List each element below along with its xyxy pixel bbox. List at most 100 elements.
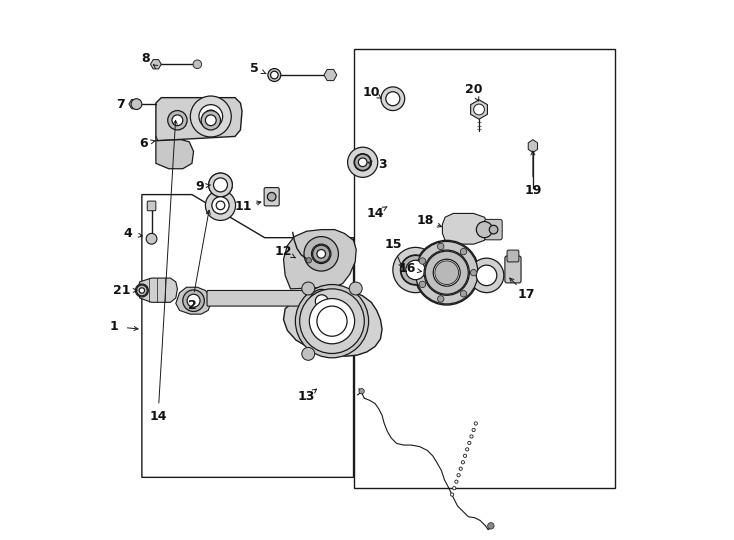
Circle shape [299,289,364,354]
Circle shape [208,173,233,197]
Circle shape [311,244,331,264]
Text: 9: 9 [196,180,204,193]
Text: 21: 21 [113,284,131,297]
Polygon shape [324,70,337,80]
Text: 10: 10 [363,86,380,99]
Circle shape [476,221,493,238]
FancyBboxPatch shape [507,250,519,262]
Circle shape [460,248,467,255]
Circle shape [470,269,477,276]
FancyBboxPatch shape [505,256,521,283]
Circle shape [193,60,202,69]
Text: 14: 14 [366,207,384,220]
Text: 15: 15 [384,238,401,251]
Text: 20: 20 [465,83,482,96]
Circle shape [455,480,458,483]
Polygon shape [150,59,161,69]
Circle shape [295,285,368,358]
Circle shape [437,243,444,249]
Circle shape [415,241,478,304]
Circle shape [268,69,281,82]
Text: 4: 4 [123,227,131,240]
Circle shape [473,104,484,115]
FancyBboxPatch shape [484,219,502,240]
Circle shape [433,259,460,286]
Text: 16: 16 [399,262,416,275]
Polygon shape [176,287,211,314]
Circle shape [435,261,459,285]
Circle shape [469,258,504,293]
Text: 2: 2 [188,299,196,312]
Circle shape [200,106,222,127]
Polygon shape [301,287,343,314]
Text: 5: 5 [250,62,258,75]
Circle shape [400,255,431,285]
Circle shape [310,300,354,343]
Polygon shape [283,230,356,289]
Circle shape [267,192,276,201]
Polygon shape [528,140,537,153]
Circle shape [415,240,479,305]
Polygon shape [156,98,242,141]
Circle shape [212,197,229,214]
Text: 12: 12 [275,245,292,258]
Text: 6: 6 [139,137,148,150]
Circle shape [406,260,425,280]
Polygon shape [283,289,382,356]
Polygon shape [138,278,178,302]
Circle shape [302,282,315,295]
Circle shape [381,87,404,111]
FancyBboxPatch shape [148,201,156,211]
Circle shape [214,178,228,192]
Circle shape [465,448,469,451]
Circle shape [304,237,338,271]
Circle shape [474,422,477,425]
Circle shape [348,147,378,177]
Circle shape [424,250,469,295]
Circle shape [302,347,315,360]
Circle shape [190,96,231,137]
Circle shape [490,225,498,234]
Text: 3: 3 [378,158,386,172]
Circle shape [212,197,228,213]
Circle shape [419,258,426,264]
Circle shape [313,245,330,262]
Circle shape [472,428,475,431]
Circle shape [419,281,426,288]
Circle shape [437,296,444,302]
Circle shape [187,294,200,307]
Circle shape [393,247,438,293]
Circle shape [139,288,145,293]
Circle shape [204,110,217,123]
Circle shape [386,92,400,106]
Circle shape [319,308,346,335]
Circle shape [208,173,233,197]
FancyBboxPatch shape [264,187,279,206]
Polygon shape [129,99,139,109]
Circle shape [137,285,148,296]
Circle shape [425,251,468,294]
Circle shape [470,435,473,438]
Circle shape [317,249,325,258]
Circle shape [460,291,467,297]
Polygon shape [208,191,233,219]
Circle shape [359,388,364,394]
FancyBboxPatch shape [207,291,306,306]
Text: 19: 19 [524,184,542,197]
Polygon shape [156,140,194,168]
Circle shape [306,258,311,263]
Circle shape [463,454,467,457]
Text: 17: 17 [517,288,534,301]
Circle shape [206,190,236,220]
Circle shape [199,105,222,129]
Circle shape [457,474,460,477]
Circle shape [183,290,204,312]
Text: 18: 18 [416,214,434,227]
Circle shape [349,282,362,295]
Circle shape [310,289,334,313]
Circle shape [461,461,465,464]
Circle shape [309,299,355,344]
Circle shape [172,115,183,126]
Circle shape [453,487,456,490]
Circle shape [487,523,494,529]
